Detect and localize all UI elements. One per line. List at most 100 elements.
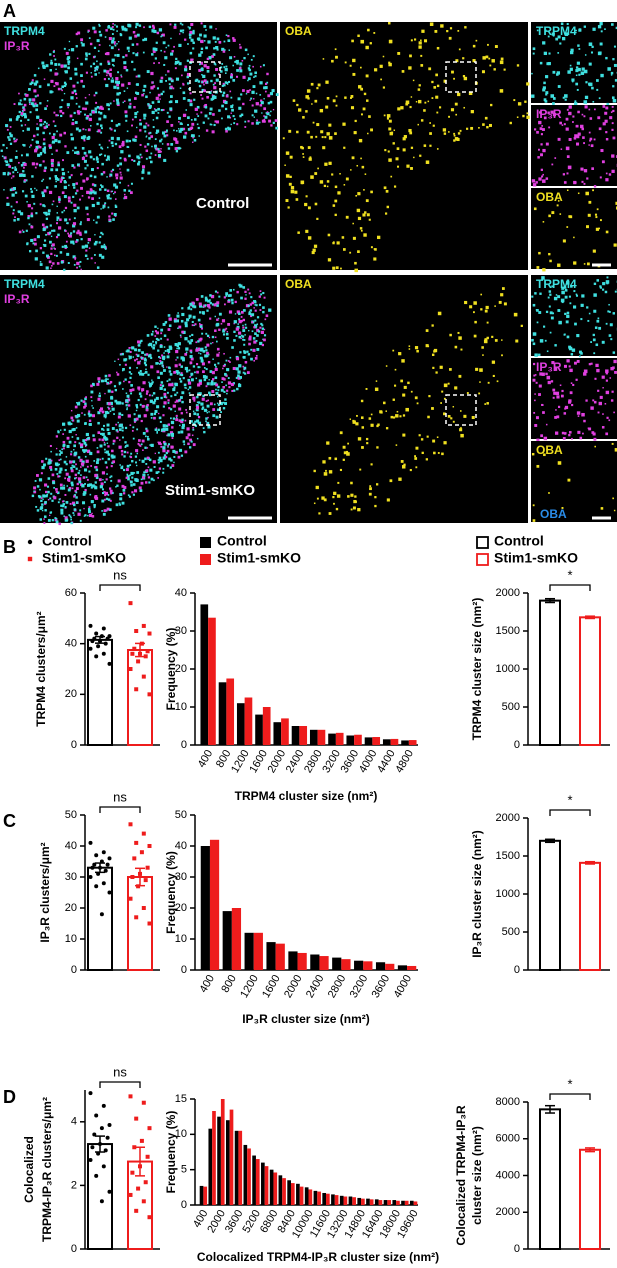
signal-dot xyxy=(42,227,46,232)
signal-dot xyxy=(196,370,199,374)
signal-dot xyxy=(83,507,85,510)
signal-dot xyxy=(12,175,15,178)
signal-dot xyxy=(316,87,319,90)
signal-dot xyxy=(311,103,313,105)
signal-dot xyxy=(536,29,539,32)
signal-dot xyxy=(218,109,221,112)
signal-dot xyxy=(201,397,205,401)
signal-dot xyxy=(575,66,579,69)
signal-dot xyxy=(555,409,557,411)
data-point xyxy=(141,906,146,910)
signal-dot xyxy=(176,319,180,323)
signal-dot xyxy=(140,478,143,481)
signal-dot xyxy=(59,180,62,183)
signal-dot xyxy=(448,115,450,118)
data-point xyxy=(145,865,150,870)
signal-dot xyxy=(261,327,265,330)
signal-dot xyxy=(63,209,66,212)
signal-dot xyxy=(78,165,81,167)
signal-dot xyxy=(562,173,566,176)
bar xyxy=(236,703,245,745)
signal-dot xyxy=(116,101,120,105)
signal-dot xyxy=(111,39,115,43)
signal-dot xyxy=(386,205,390,209)
signal-dot xyxy=(93,242,97,246)
signal-dot xyxy=(8,172,12,175)
signal-dot xyxy=(561,506,564,509)
signal-dot xyxy=(564,288,567,291)
signal-dot xyxy=(72,224,76,228)
bar xyxy=(290,1183,295,1205)
signal-dot xyxy=(259,94,262,96)
y-tick-label: 50 xyxy=(175,809,187,821)
signal-dot xyxy=(441,390,444,393)
bar xyxy=(208,617,216,745)
signal-dot xyxy=(577,430,581,434)
signal-dot xyxy=(191,304,195,308)
signal-dot xyxy=(135,75,138,78)
signal-dot xyxy=(170,52,174,56)
signal-dot xyxy=(395,444,398,446)
signal-dot xyxy=(103,509,107,513)
signal-dot xyxy=(585,81,588,84)
signal-dot xyxy=(52,50,55,53)
signal-dot xyxy=(108,159,110,161)
signal-dot xyxy=(235,376,238,379)
signal-dot xyxy=(113,192,115,195)
signal-dot xyxy=(296,103,299,107)
signal-dot xyxy=(62,433,65,435)
signal-dot xyxy=(177,347,181,350)
signal-dot xyxy=(260,330,264,334)
signal-dot xyxy=(184,65,188,69)
signal-dot xyxy=(152,330,154,333)
signal-dot xyxy=(129,191,133,195)
signal-dot xyxy=(362,107,366,111)
signal-dot xyxy=(140,339,143,343)
signal-dot xyxy=(596,368,600,373)
signal-dot xyxy=(480,308,483,311)
signal-dot xyxy=(115,429,118,432)
signal-dot xyxy=(209,370,213,373)
signal-dot xyxy=(83,413,86,416)
signal-dot xyxy=(557,200,560,202)
signal-dot xyxy=(532,342,536,346)
data-point xyxy=(143,878,148,883)
signal-dot xyxy=(167,147,171,150)
signal-dot xyxy=(89,493,92,496)
data-point xyxy=(107,1189,112,1194)
signal-dot xyxy=(82,135,86,139)
signal-dot xyxy=(534,424,538,427)
signal-dot xyxy=(159,79,163,83)
signal-dot xyxy=(447,414,451,418)
signal-dot xyxy=(365,45,369,50)
signal-dot xyxy=(146,334,150,337)
signal-dot xyxy=(190,351,193,354)
signal-dot xyxy=(332,496,335,499)
signal-dot xyxy=(84,254,88,257)
signal-dot xyxy=(485,305,489,310)
signal-dot xyxy=(118,412,122,416)
signal-dot xyxy=(218,73,220,76)
bar xyxy=(319,956,329,970)
x-axis-label: IP₃R cluster size (nm²) xyxy=(242,1012,370,1026)
signal-dot xyxy=(575,29,577,32)
y-axis-label: cluster size (nm²) xyxy=(470,1126,484,1225)
signal-dot xyxy=(66,103,70,107)
signal-dot xyxy=(242,356,245,359)
signal-dot xyxy=(577,69,580,71)
signal-dot xyxy=(397,107,401,111)
signal-dot xyxy=(259,326,262,329)
significance-label: ns xyxy=(113,1064,127,1079)
signal-dot xyxy=(97,111,101,114)
signal-dot xyxy=(453,139,456,142)
signal-dot xyxy=(135,91,138,94)
signal-dot xyxy=(237,370,241,374)
signal-dot xyxy=(313,502,316,505)
signal-dot xyxy=(251,321,254,324)
signal-dot xyxy=(104,438,107,441)
signal-dot xyxy=(236,387,239,391)
signal-dot xyxy=(406,164,410,168)
signal-dot xyxy=(160,328,164,332)
signal-dot xyxy=(416,349,419,353)
signal-dot xyxy=(74,121,78,124)
